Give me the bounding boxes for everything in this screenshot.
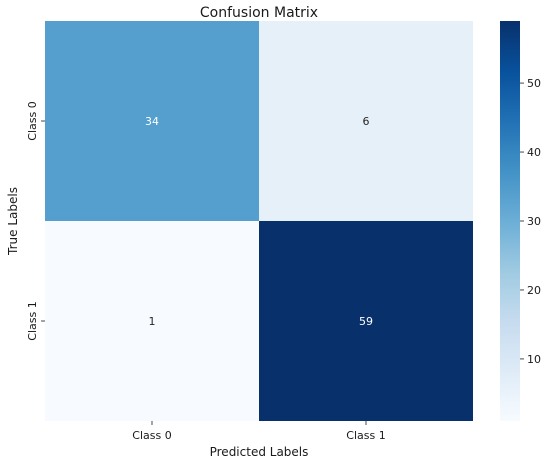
chart-title: Confusion Matrix: [200, 5, 318, 21]
y-axis-label: True Labels: [6, 187, 20, 256]
heatmap-cell: [45, 21, 259, 221]
cell-annotations: 34 6 1 59: [145, 115, 373, 328]
heatmap-cell: [45, 221, 259, 421]
colorbar-tick-label: 30: [527, 215, 541, 228]
cell-value-label: 34: [145, 115, 159, 128]
heatmap-cells: [45, 21, 473, 421]
heatmap-cell: [259, 221, 473, 421]
x-tick-label: Class 0: [132, 429, 171, 442]
y-axis-ticks: Class 0 Class 1: [26, 101, 45, 341]
colorbar-ticks: 10 20 30 40 50: [520, 77, 541, 366]
y-tick-label: Class 1: [26, 301, 39, 340]
colorbar: [500, 21, 520, 421]
colorbar-tick-label: 10: [527, 353, 541, 366]
x-axis-label: Predicted Labels: [210, 445, 309, 459]
x-axis-ticks: Class 0 Class 1: [132, 421, 386, 442]
heatmap-cell: [259, 21, 473, 221]
x-tick-label: Class 1: [346, 429, 385, 442]
cell-value-label: 59: [359, 315, 373, 328]
colorbar-tick-label: 40: [527, 146, 541, 159]
colorbar-tick-label: 50: [527, 77, 541, 90]
cell-value-label: 6: [363, 115, 370, 128]
cell-value-label: 1: [149, 315, 156, 328]
y-tick-label: Class 0: [26, 101, 39, 140]
colorbar-tick-label: 20: [527, 284, 541, 297]
